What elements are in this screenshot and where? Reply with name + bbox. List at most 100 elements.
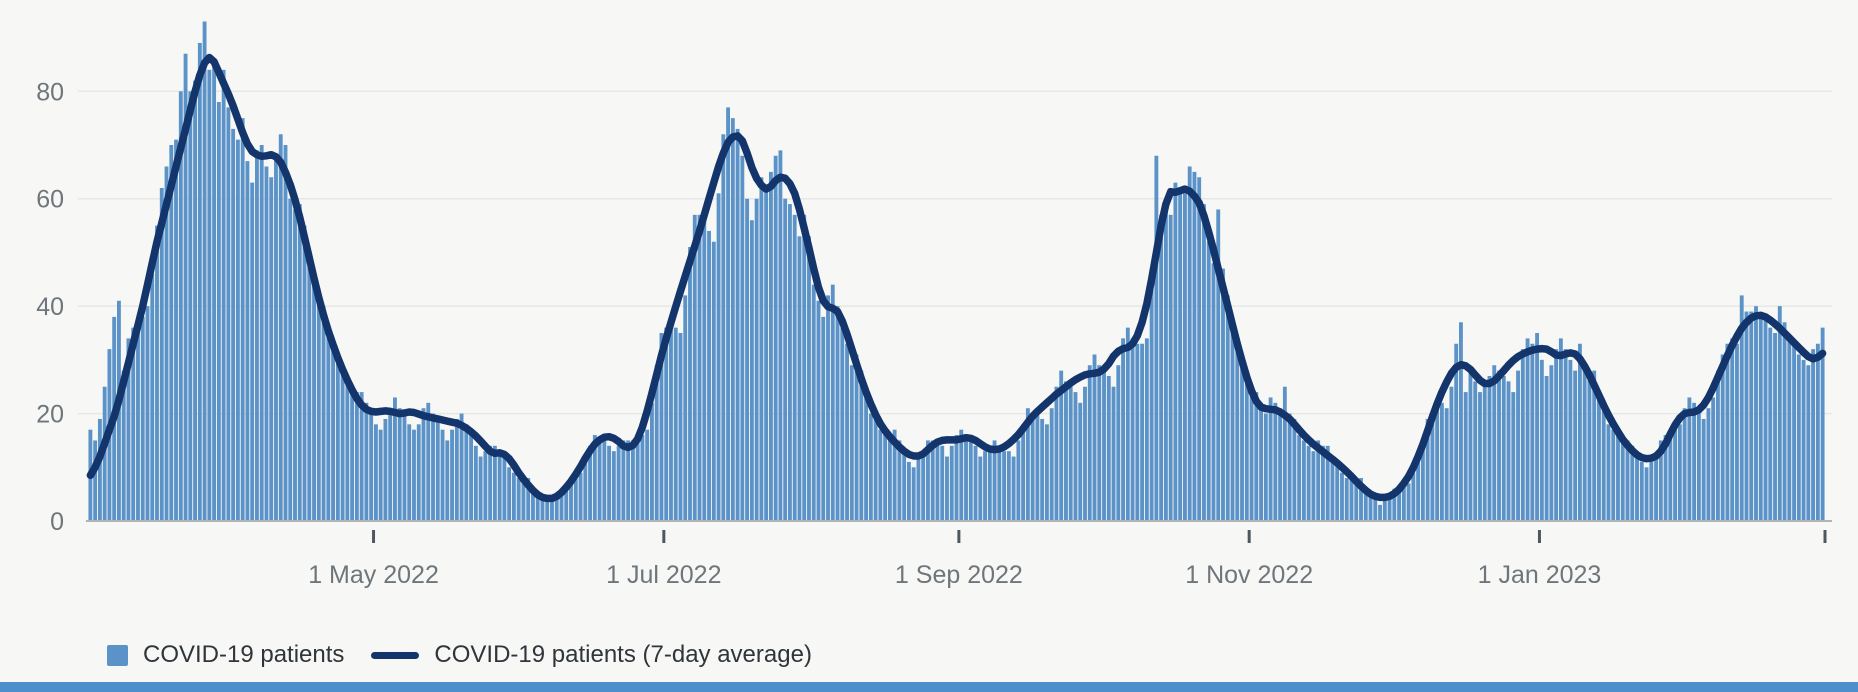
bar[interactable] xyxy=(1173,182,1178,521)
bar[interactable] xyxy=(1454,343,1459,521)
bar[interactable] xyxy=(1202,204,1206,521)
bar[interactable] xyxy=(773,155,778,521)
bar[interactable] xyxy=(373,424,378,521)
bar[interactable] xyxy=(602,440,607,521)
bar[interactable] xyxy=(245,161,250,521)
bar[interactable] xyxy=(1677,424,1682,521)
bar[interactable] xyxy=(1573,370,1578,521)
bar[interactable] xyxy=(650,402,654,521)
bar[interactable] xyxy=(659,333,664,521)
bar[interactable] xyxy=(983,451,987,521)
bar[interactable] xyxy=(892,429,897,521)
bar[interactable] xyxy=(1163,209,1168,521)
bar[interactable] xyxy=(1692,402,1697,521)
bar[interactable] xyxy=(464,424,469,521)
bar[interactable] xyxy=(1373,499,1378,521)
bar[interactable] xyxy=(274,155,278,521)
bar[interactable] xyxy=(402,413,407,521)
bar[interactable] xyxy=(231,128,236,521)
bar[interactable] xyxy=(312,273,316,521)
bar[interactable] xyxy=(1587,375,1592,521)
bar[interactable] xyxy=(1787,338,1792,521)
bar[interactable] xyxy=(1687,397,1692,521)
bar[interactable] xyxy=(193,80,198,521)
bar[interactable] xyxy=(283,145,288,521)
bar[interactable] xyxy=(1811,349,1816,521)
bar[interactable] xyxy=(735,128,740,521)
bar[interactable] xyxy=(502,456,507,521)
bar[interactable] xyxy=(183,53,188,522)
bar[interactable] xyxy=(412,429,416,521)
bar[interactable] xyxy=(1197,177,1202,521)
bar[interactable] xyxy=(1668,429,1673,521)
bar[interactable] xyxy=(1563,349,1568,521)
bar[interactable] xyxy=(1663,435,1668,521)
bar[interactable] xyxy=(240,118,245,521)
bar[interactable] xyxy=(764,187,769,522)
bar[interactable] xyxy=(997,445,1002,521)
bar[interactable] xyxy=(1815,343,1820,521)
bar[interactable] xyxy=(1159,214,1164,521)
bar[interactable] xyxy=(426,402,431,521)
bar[interactable] xyxy=(811,284,816,521)
bar[interactable] xyxy=(897,440,902,521)
bar[interactable] xyxy=(973,445,978,521)
bar[interactable] xyxy=(692,214,697,521)
bar[interactable] xyxy=(1516,370,1520,521)
bar[interactable] xyxy=(188,91,193,521)
bar[interactable] xyxy=(1325,445,1330,521)
bar[interactable] xyxy=(321,306,326,521)
bar[interactable] xyxy=(131,327,136,521)
bar[interactable] xyxy=(1154,155,1159,521)
bar[interactable] xyxy=(930,440,935,521)
bar[interactable] xyxy=(1430,413,1435,521)
bar[interactable] xyxy=(721,134,726,521)
bar[interactable] xyxy=(906,461,911,521)
bar[interactable] xyxy=(1183,193,1187,522)
bar[interactable] xyxy=(150,273,155,521)
bar[interactable] xyxy=(645,429,650,521)
bar[interactable] xyxy=(178,91,183,521)
bar[interactable] xyxy=(1582,365,1587,521)
bar[interactable] xyxy=(654,365,659,521)
bar[interactable] xyxy=(1006,451,1011,521)
bar[interactable] xyxy=(1002,451,1007,521)
bar[interactable] xyxy=(1482,381,1487,521)
bar[interactable] xyxy=(1535,333,1540,521)
bar[interactable] xyxy=(364,402,369,521)
bar[interactable] xyxy=(1525,338,1530,521)
bar[interactable] xyxy=(1330,456,1335,521)
bar[interactable] xyxy=(1468,370,1473,521)
bar[interactable] xyxy=(954,435,959,521)
bar[interactable] xyxy=(155,225,159,521)
bar[interactable] xyxy=(1135,343,1140,521)
bar[interactable] xyxy=(521,478,526,521)
bar[interactable] xyxy=(1240,354,1244,521)
bar[interactable] xyxy=(1021,424,1026,521)
bar[interactable] xyxy=(945,456,949,521)
bar[interactable] xyxy=(1054,386,1059,521)
bar[interactable] xyxy=(1544,375,1549,521)
bar[interactable] xyxy=(1411,472,1416,521)
bar[interactable] xyxy=(1301,440,1306,521)
bar[interactable] xyxy=(1401,483,1406,521)
bar[interactable] xyxy=(1501,375,1506,521)
bar[interactable] xyxy=(1368,494,1373,521)
bar[interactable] xyxy=(1539,359,1544,521)
bar[interactable] xyxy=(340,365,345,521)
bar[interactable] xyxy=(1306,445,1311,521)
bar[interactable] xyxy=(1416,451,1421,521)
bar[interactable] xyxy=(807,236,811,521)
bar[interactable] xyxy=(1359,478,1363,521)
bar[interactable] xyxy=(778,150,783,521)
bar[interactable] xyxy=(768,171,773,521)
bar[interactable] xyxy=(621,440,626,521)
bar[interactable] xyxy=(202,21,207,521)
bar[interactable] xyxy=(492,445,497,521)
bar[interactable] xyxy=(1206,241,1211,521)
bar[interactable] xyxy=(1801,359,1806,521)
bar[interactable] xyxy=(1097,365,1102,521)
bar[interactable] xyxy=(545,499,550,521)
bar[interactable] xyxy=(383,418,388,521)
bar[interactable] xyxy=(350,392,355,521)
